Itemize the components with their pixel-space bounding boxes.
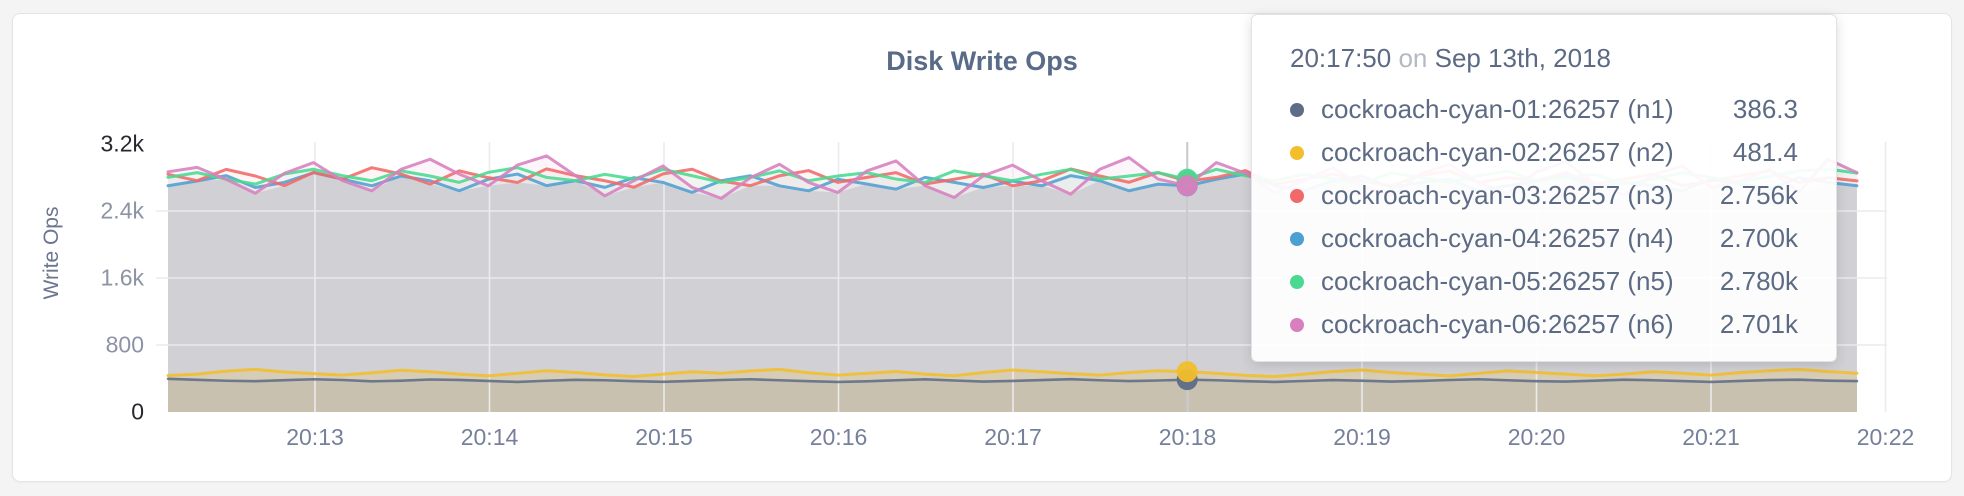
- x-tick-label: 20:21: [1682, 424, 1740, 450]
- tooltip-series-value: 481.4: [1732, 137, 1798, 167]
- tooltip-series-name: cockroach-cyan-02:26257 (n2): [1321, 137, 1674, 167]
- tooltip-series-row: cockroach-cyan-01:26257 (n1) 386.3: [1290, 88, 1798, 131]
- y-tick-label: 2.4k: [100, 197, 144, 224]
- y-tick-label: 3.2k: [100, 130, 144, 157]
- tooltip-series-row: cockroach-cyan-04:26257 (n4) 2.700k: [1290, 217, 1798, 260]
- tooltip-series-name: cockroach-cyan-06:26257 (n6): [1321, 309, 1674, 339]
- tooltip-series-value: 386.3: [1732, 94, 1798, 124]
- tooltip-series-name: cockroach-cyan-05:26257 (n5): [1321, 266, 1674, 296]
- tooltip-series-row: cockroach-cyan-06:26257 (n6) 2.701k: [1290, 303, 1798, 346]
- tooltip-time: 20:17:50: [1290, 43, 1392, 73]
- x-tick-label: 20:14: [460, 424, 519, 450]
- hover-point-n2: [1176, 361, 1198, 383]
- tooltip-series-name: cockroach-cyan-04:26257 (n4): [1321, 223, 1674, 253]
- x-tick-label: 20:18: [1158, 424, 1217, 450]
- x-tick-label: 20:20: [1507, 424, 1566, 450]
- series-color-dot-icon: [1290, 145, 1304, 160]
- tooltip-conjunction: on: [1398, 43, 1428, 73]
- x-tick-label: 20:13: [286, 424, 344, 450]
- tooltip-series-name: cockroach-cyan-01:26257 (n1): [1321, 94, 1674, 124]
- tooltip-series-value: 2.700k: [1719, 223, 1798, 253]
- x-tick-label: 20:22: [1856, 424, 1915, 450]
- hover-point-n6: [1176, 175, 1198, 197]
- tooltip-series-row: cockroach-cyan-03:26257 (n3) 2.756k: [1290, 174, 1798, 217]
- series-color-dot-icon: [1290, 231, 1304, 246]
- tooltip-series-row: cockroach-cyan-02:26257 (n2) 481.4: [1290, 131, 1798, 174]
- tooltip-series-list: cockroach-cyan-01:26257 (n1) 386.3 cockroa…: [1290, 88, 1798, 346]
- series-line-n2: [166, 367, 1859, 378]
- y-tick-label: 0: [131, 398, 144, 425]
- chart-title: Disk Write Ops: [886, 46, 1078, 76]
- tooltip-series-name: cockroach-cyan-03:26257 (n3): [1321, 180, 1674, 210]
- series-color-dot-icon: [1290, 102, 1304, 117]
- tooltip-date: Sep 13th, 2018: [1434, 43, 1611, 73]
- tooltip-series-value: 2.780k: [1719, 266, 1798, 296]
- tooltip-series-value: 2.701k: [1719, 309, 1798, 339]
- series-color-dot-icon: [1290, 317, 1304, 332]
- x-tick-label: 20:19: [1333, 424, 1391, 450]
- series-color-dot-icon: [1290, 188, 1304, 203]
- tooltip-timestamp: 20:17:50 on Sep 13th, 2018: [1290, 43, 1798, 74]
- tooltip-series-row: cockroach-cyan-05:26257 (n5) 2.780k: [1290, 260, 1798, 303]
- x-tick-label: 20:16: [809, 424, 868, 450]
- series-color-dot-icon: [1290, 274, 1304, 289]
- tooltip-series-value: 2.756k: [1719, 180, 1798, 210]
- y-tick-label: 800: [105, 331, 144, 358]
- x-tick-label: 20:17: [984, 424, 1042, 450]
- x-tick-label: 20:15: [635, 424, 693, 450]
- hover-tooltip: 20:17:50 on Sep 13th, 2018 cockroach-cya…: [1251, 14, 1837, 362]
- series-line-n1: [166, 377, 1859, 384]
- y-tick-label: 1.6k: [100, 264, 144, 291]
